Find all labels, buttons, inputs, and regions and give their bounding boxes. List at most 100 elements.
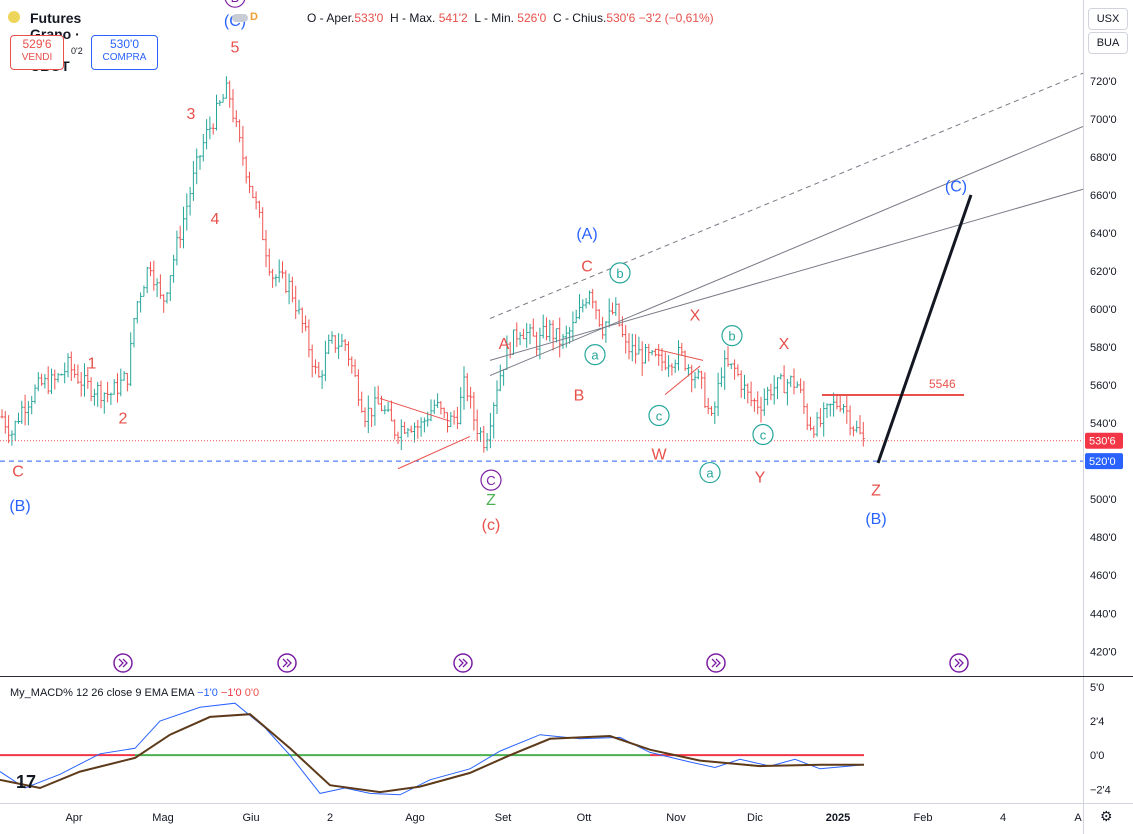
price-bar	[356, 369, 360, 406]
sell-label: VENDI	[21, 52, 53, 63]
price-bar	[561, 334, 565, 349]
macd-pane[interactable]: 5'0 2'4 0'0 −2'4	[0, 682, 1111, 797]
price-bar	[33, 384, 37, 404]
price-bar	[165, 292, 169, 304]
wave-circle	[224, 0, 246, 8]
time-tick-label: 2025	[826, 812, 850, 824]
delayed-badge: D	[250, 11, 258, 23]
price-bar	[323, 340, 327, 382]
price-axis[interactable]: 740'0720'0700'0680'0660'0640'0620'0600'0…	[1085, 38, 1123, 658]
visibility-toggle-icon[interactable]	[232, 14, 248, 22]
price-bar	[300, 307, 304, 333]
price-bar	[168, 275, 172, 302]
sell-button[interactable]: 529'6 VENDI	[10, 35, 64, 70]
price-bar	[465, 373, 469, 402]
price-bar	[370, 407, 374, 427]
price-bar	[462, 366, 466, 410]
wave-circle	[480, 469, 502, 491]
price-bar	[756, 391, 760, 415]
wave-label: X	[779, 336, 790, 353]
price-bar	[446, 412, 449, 433]
tradingview-logo-icon[interactable]: 17	[16, 772, 37, 792]
price-bar	[531, 318, 535, 337]
triangle-line	[397, 435, 471, 470]
wave-circle	[584, 344, 606, 366]
settings-gear-icon[interactable]: ⚙	[1100, 808, 1113, 824]
macd-value: −1'0	[197, 687, 218, 699]
price-bar	[343, 338, 347, 352]
price-bar	[145, 266, 149, 294]
wave-label: C	[486, 473, 495, 488]
price-bar	[858, 415, 862, 435]
time-tick-label: Mag	[152, 812, 173, 824]
wave-label: 3	[187, 106, 196, 123]
currency-selector[interactable]: USX	[1088, 8, 1128, 30]
svg-text:530'6: 530'6	[1089, 436, 1116, 448]
wave-label: C	[581, 258, 593, 275]
price-bar	[125, 372, 129, 392]
price-bar	[234, 110, 238, 127]
macd-line	[0, 702, 865, 796]
wave-labels: C(B)12345(C)BCZ(c)ABC(A)abcXWabcXYZ(B)(C…	[9, 0, 969, 673]
price-bar	[254, 191, 258, 210]
price-bar	[69, 351, 73, 381]
price-bar	[667, 355, 671, 377]
signal-line	[0, 713, 864, 794]
wave-label: A	[499, 336, 510, 353]
price-bar	[429, 399, 433, 422]
price-bar	[182, 206, 185, 249]
price-bar	[663, 352, 667, 371]
price-bar	[132, 317, 136, 348]
price-bar	[535, 331, 539, 356]
price-bar	[719, 367, 723, 387]
price-bar	[832, 392, 836, 417]
price-bar	[386, 402, 390, 413]
price-bar	[627, 333, 631, 360]
event-marker-icon	[277, 653, 297, 673]
close-value: 530'6	[606, 11, 636, 25]
price-bar	[257, 200, 261, 218]
price-bar	[766, 386, 770, 406]
price-bar	[162, 294, 166, 313]
price-bar	[330, 331, 334, 344]
price-bar	[83, 363, 86, 397]
symbol-logo-icon[interactable]	[8, 11, 20, 23]
price-bar	[551, 320, 555, 351]
price-bar	[680, 342, 684, 356]
price-bar	[310, 344, 314, 378]
price-bar	[363, 407, 367, 428]
price-bar	[581, 299, 585, 313]
macd-legend[interactable]: My_MACD% 12 26 close 9 EMA EMA −1'0 −1'0…	[10, 687, 259, 699]
price-bar	[416, 419, 420, 439]
unit-selector[interactable]: BUA	[1088, 32, 1128, 54]
price-bar	[92, 388, 96, 406]
buy-button[interactable]: 530'0 COMPRA	[91, 35, 158, 70]
price-bar	[835, 395, 839, 410]
price-bar	[284, 270, 288, 294]
price-bar	[716, 372, 720, 417]
price-tick-label: 540'0	[1090, 418, 1117, 430]
price-bar	[700, 370, 704, 389]
price-bar	[677, 340, 680, 371]
price-bar	[779, 373, 783, 380]
price-bar	[822, 402, 826, 437]
price-bar	[30, 395, 34, 415]
price-bar	[541, 314, 545, 339]
price-bar	[525, 323, 529, 348]
price-bar	[640, 341, 644, 376]
time-axis[interactable]: Apr Mag Giu 2 Ago Set Ott Nov Dic 2025 Feb 4 A	[65, 812, 1082, 824]
price-bar	[545, 317, 548, 341]
wave-label: 1	[88, 355, 97, 372]
spread-value: 0'2	[71, 46, 83, 56]
price-bar	[528, 323, 532, 345]
time-tick-label: Set	[495, 812, 512, 824]
wave-circle	[648, 404, 670, 427]
price-tick-label: 720'0	[1090, 76, 1117, 88]
price-bar	[653, 349, 657, 357]
wave-circle	[699, 461, 721, 484]
price-bar	[224, 76, 228, 99]
price-bar	[373, 386, 377, 426]
price-bar	[56, 372, 60, 383]
macd-tick-label: 5'0	[1090, 682, 1104, 694]
